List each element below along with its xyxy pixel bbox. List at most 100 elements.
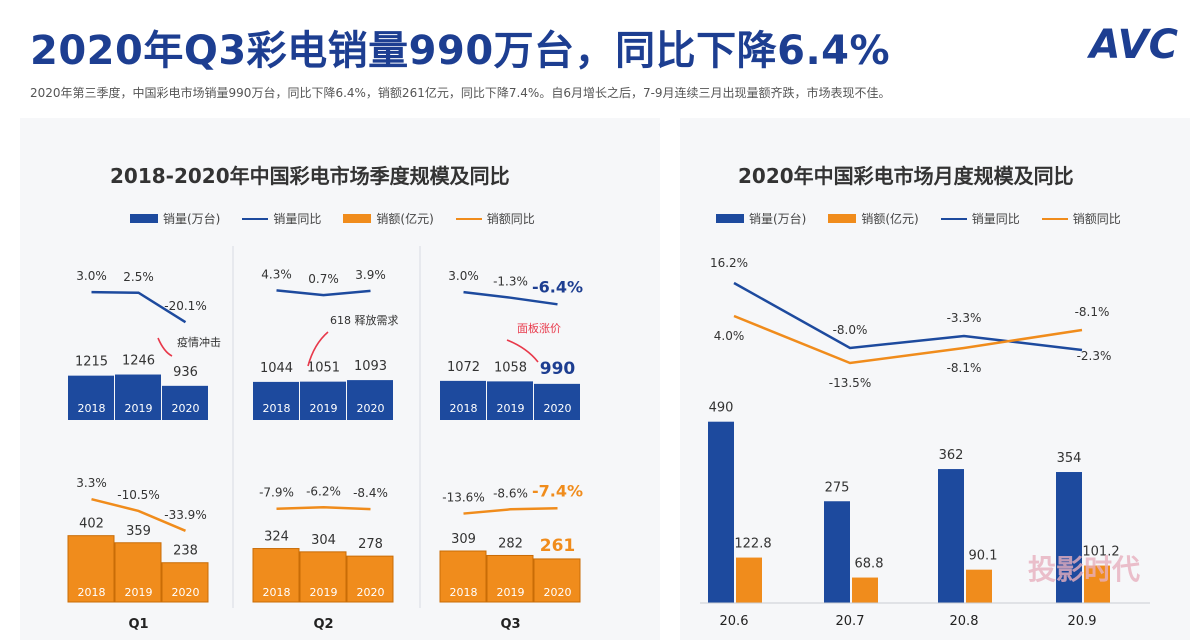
volume-value-label: 1044 [260,361,293,376]
volume-value-label: 1246 [122,354,155,369]
revenue-bar [966,569,992,603]
volume-yoy-label: -1.3% [493,275,528,289]
volume-value-label: 362 [939,448,964,463]
volume-yoy-label: -6.4% [532,277,583,296]
volume-bar [708,421,734,603]
revenue-bar [439,550,487,603]
annotation-arrow [157,337,173,357]
revenue-bar [252,548,300,603]
month-tick-label: 20.9 [1068,614,1097,629]
legend-item-revenue: 销额(亿元) [343,210,434,227]
volume-value-label: 1093 [354,359,387,374]
volume-yoy-label: -20.1% [164,299,206,313]
legend-item-volume: 销量(万台) [130,210,220,227]
legend-label: 销额同比 [486,212,535,226]
volume-value-label: 275 [825,480,850,495]
revenue-yoy-label: -13.6% [442,491,484,505]
volume-yoy-line [276,289,371,297]
year-tick-label: 2020 [544,402,572,415]
quarter-label: Q3 [500,617,520,632]
legend-label: 销额(亿元) [861,212,919,226]
year-tick-label: 2018 [450,402,478,415]
volume-value-label: 490 [709,401,734,416]
volume-bar [1056,472,1082,603]
year-tick-label: 2019 [310,402,338,415]
revenue-value-label: 309 [451,532,476,547]
volume-bar [487,381,533,420]
year-tick-label: 2020 [172,402,200,415]
year-tick-label: 2020 [544,586,572,599]
legend-item-revenue-yoy: 销额同比 [1041,210,1121,227]
revenue-value-label: 304 [311,533,336,548]
volume-yoy-label: 4.3% [261,267,292,281]
volume-bar [938,469,964,603]
annotation-arrow [307,331,329,367]
year-tick-label: 2019 [497,586,525,599]
revenue-value-label: 90.1 [969,549,998,564]
revenue-yoy-label: 3.3% [76,476,107,490]
quarterly-legend: 销量(万台) 销量同比 销额(亿元) 销额同比 [130,210,549,227]
revenue-yoy-label: -33.9% [164,508,206,522]
volume-bar [534,383,580,420]
volume-value-label: 1051 [307,361,340,376]
month-tick-label: 20.6 [720,614,749,629]
revenue-yoy-label: -8.4% [353,486,388,500]
revenue-yoy-label: -8.6% [493,486,528,500]
revenue-bar [1084,565,1110,603]
legend-label: 销量同比 [971,212,1020,226]
year-tick-label: 2019 [497,402,525,415]
legend-label: 销量同比 [273,212,322,226]
legend-item-volume-yoy: 销量同比 [940,210,1020,227]
volume-bar [300,381,346,420]
volume-yoy-line [733,281,1083,352]
revenue-yoy-label: -8.1% [947,361,982,375]
legend-label: 销额(亿元) [376,212,434,226]
legend-label: 销量(万台) [163,212,221,226]
revenue-value-label: 324 [264,530,289,545]
quarterly-chart-title: 2018-2020年中国彩电市场季度规模及同比 [110,164,510,188]
page-subtitle: 2020年第三季度，中国彩电市场销量990万台，同比下降6.4%，销额261亿元… [30,86,891,100]
revenue-value-label: 122.8 [734,537,771,552]
revenue-yoy-line [276,506,371,511]
volume-yoy-label: 3.9% [355,268,386,282]
year-tick-label: 2019 [310,586,338,599]
avc-logo: AVC [1089,22,1178,68]
month-tick-label: 20.7 [836,614,865,629]
year-tick-label: 2019 [125,402,153,415]
legend-item-revenue-yoy: 销额同比 [455,210,535,227]
legend-label: 销额同比 [1072,212,1121,226]
revenue-bar [486,554,534,603]
revenue-value-label: 278 [358,537,383,552]
revenue-bar [852,577,878,603]
volume-yoy-line [463,290,558,306]
revenue-value-label: 359 [126,524,151,539]
volume-bar [440,380,486,420]
revenue-bar [736,557,762,603]
volume-value-label: 936 [173,365,198,380]
legend-item-volume: 销量(万台) [716,210,806,227]
watermark-text: 投影时代 [1027,553,1140,586]
volume-value-label: 1072 [447,360,480,375]
revenue-yoy-label: 4.0% [714,329,745,343]
revenue-yoy-label: -13.5% [829,376,871,390]
revenue-value-label: 261 [540,536,576,556]
monthly-chart-panel [680,118,1190,640]
quarter-label: Q1 [128,617,148,632]
volume-yoy-label: 2.5% [123,270,154,284]
legend-item-volume-yoy: 销量同比 [242,210,321,227]
revenue-value-label: 101.2 [1082,545,1119,560]
volume-value-label: 990 [540,359,576,379]
volume-bar [253,381,299,420]
monthly-chart-svg: 490 122.8 20.6 275 68.8 20.7 362 90.1 20.8 354 101… [700,256,1150,629]
revenue-yoy-label: -7.4% [532,481,583,500]
quarterly-chart-svg: 1215 2018 1246 2019 936 2020 3.0% 2.5% -20.1% 402… [67,246,583,632]
year-tick-label: 2018 [78,586,106,599]
volume-yoy-line [91,290,187,324]
year-tick-label: 2018 [78,402,106,415]
revenue-bar [114,542,162,603]
revenue-bar [346,555,394,603]
revenue-bar [533,558,581,603]
volume-bar [115,374,161,420]
revenue-yoy-line [463,507,558,515]
year-tick-label: 2020 [172,586,200,599]
